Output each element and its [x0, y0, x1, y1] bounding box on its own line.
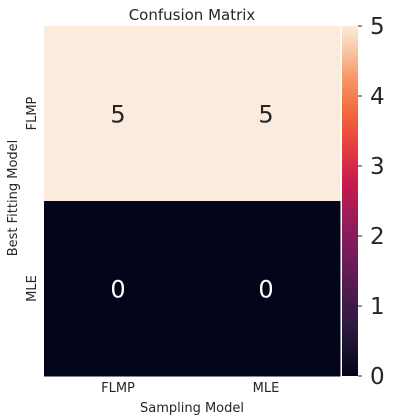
heatmap-annotations: 5 5 0 0: [110, 101, 273, 304]
colorbar-tick-label: 4: [370, 84, 385, 110]
colorbar-ticks: 0 1 2 3 4 5: [358, 14, 385, 390]
heatmap-cells: [44, 26, 341, 377]
y-tick-label: FLMP: [25, 96, 40, 130]
colorbar-tick-label: 1: [370, 294, 385, 320]
x-tick-label: MLE: [253, 381, 280, 396]
x-tick-labels: FLMP MLE: [101, 381, 279, 396]
cell-value-label: 5: [110, 101, 125, 129]
y-tick-label: MLE: [25, 275, 40, 302]
heatmap-cell: [192, 26, 341, 202]
colorbar-tick-label: 0: [370, 364, 385, 390]
chart-title: Confusion Matrix: [129, 6, 256, 24]
y-axis-label: Best Fitting Model: [6, 140, 21, 257]
colorbar: [342, 26, 358, 376]
x-tick-label: FLMP: [101, 381, 135, 396]
colorbar-tick-label: 2: [370, 224, 385, 250]
cell-value-label: 0: [258, 276, 273, 304]
heatmap-cell: [44, 26, 193, 202]
colorbar-tick-label: 3: [370, 154, 385, 180]
heatmap-cell: [44, 201, 193, 377]
cell-value-label: 0: [110, 276, 125, 304]
colorbar-tick-label: 5: [370, 14, 385, 40]
x-axis-label: Sampling Model: [140, 401, 244, 416]
y-tick-labels: FLMP MLE: [25, 96, 40, 301]
heatmap-cell: [192, 201, 341, 377]
cell-value-label: 5: [258, 101, 273, 129]
